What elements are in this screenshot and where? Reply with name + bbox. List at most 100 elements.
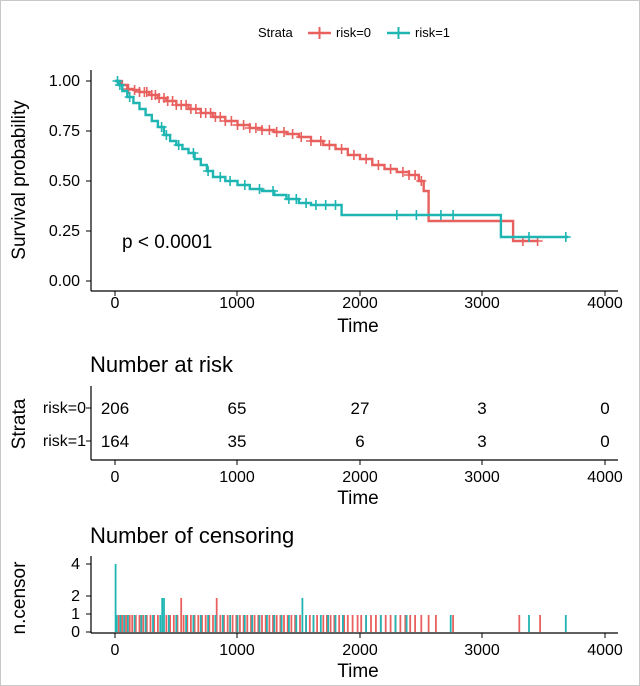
- censor-mark: [448, 210, 459, 220]
- censor-mark: [397, 167, 408, 177]
- y-tick-label: 0.75: [49, 123, 80, 140]
- censor-mark: [239, 180, 250, 190]
- x-tick-label: 0: [111, 469, 120, 486]
- risk-table-xlabel: Time: [337, 488, 379, 509]
- censor-bars: [114, 564, 567, 632]
- survival-x-ticks: 0 1000 2000 3000 4000: [111, 295, 623, 312]
- censor-mark: [524, 232, 534, 242]
- legend-label-risk0: risk=0: [336, 25, 371, 40]
- y-tick-label: 0.25: [49, 223, 80, 240]
- censor-y-ticks: 0 1 2 4: [71, 556, 80, 641]
- censor-mark: [215, 172, 226, 182]
- risk-count: 65: [228, 399, 247, 418]
- risk-row-label-risk0: risk=0: [43, 400, 86, 417]
- censor-mark: [156, 122, 167, 132]
- censor-mark: [410, 170, 421, 180]
- risk-count: 3: [477, 399, 486, 418]
- risk-table-axes: [86, 386, 618, 465]
- risk-row-risk0: 206 65 27 3 0: [101, 399, 610, 418]
- censor-mark: [226, 116, 237, 126]
- y-tick-label: 4: [71, 556, 80, 573]
- censor-mark: [161, 130, 172, 140]
- censor-mark: [320, 200, 331, 210]
- censor-mark: [254, 184, 265, 194]
- censor-mark: [435, 210, 446, 220]
- risk-count: 35: [228, 432, 247, 451]
- survival-y-ticks: 0.00 0.25 0.50 0.75 1.00: [49, 73, 80, 290]
- risk-row-label-risk1: risk=1: [43, 433, 86, 450]
- x-tick-label: 2000: [342, 642, 378, 659]
- risk-count: 3: [477, 432, 486, 451]
- legend-title: Strata: [258, 25, 293, 40]
- x-tick-label: 2000: [342, 295, 378, 312]
- y-tick-label: 1: [71, 606, 80, 623]
- x-tick-label: 4000: [587, 642, 623, 659]
- censor-x-ticks: 0 1000 2000 3000 4000: [111, 642, 623, 659]
- risk-count: 27: [351, 399, 370, 418]
- risk-count: 164: [101, 432, 129, 451]
- censor-mark: [416, 176, 427, 186]
- y-tick-label: 0: [71, 624, 80, 641]
- x-tick-label: 4000: [587, 469, 623, 486]
- censor-mark: [373, 160, 384, 170]
- censor-xlabel: Time: [337, 661, 379, 682]
- survival-axes: [86, 70, 618, 296]
- risk-table-panel: Number at risk Strata risk=0 risk=1 206 …: [9, 352, 623, 509]
- risk-table-title: Number at risk: [90, 352, 234, 377]
- censor-mark: [238, 120, 249, 130]
- censor-mark: [264, 125, 275, 135]
- x-tick-label: 4000: [587, 295, 623, 312]
- y-tick-label: 0.50: [49, 173, 80, 190]
- risk-count: 6: [355, 432, 364, 451]
- risk-count: 206: [101, 399, 129, 418]
- censor-mark: [315, 136, 326, 146]
- x-tick-label: 0: [111, 642, 120, 659]
- censor-mark: [348, 150, 359, 160]
- x-tick-label: 3000: [464, 295, 500, 312]
- censor-mark: [250, 123, 261, 133]
- risk-count: 0: [600, 432, 609, 451]
- y-tick-label: 0.00: [49, 273, 80, 290]
- risk-row-risk1: 164 35 6 3 0: [101, 432, 610, 451]
- x-tick-label: 1000: [219, 642, 255, 659]
- censor-mark: [560, 232, 571, 242]
- x-tick-label: 2000: [342, 469, 378, 486]
- survival-xlabel: Time: [337, 316, 379, 337]
- censor-mark: [310, 200, 321, 210]
- censor-mark: [203, 166, 214, 176]
- censor-mark: [279, 127, 289, 137]
- censor-mark: [124, 92, 135, 102]
- risk-table-x-ticks: 0 1000 2000 3000 4000: [111, 469, 623, 486]
- risk-count: 0: [600, 399, 609, 418]
- y-tick-label: 2: [71, 588, 80, 605]
- censor-mark: [114, 80, 125, 90]
- censor-mark: [173, 140, 184, 150]
- censor-mark: [129, 85, 140, 95]
- censor-panel: Number of censoring n.censor 0 1 2 4 0 1…: [9, 523, 623, 682]
- censor-mark: [287, 129, 298, 139]
- x-tick-label: 1000: [219, 295, 255, 312]
- censor-mark: [411, 210, 422, 220]
- censor-mark: [301, 198, 312, 208]
- censor-mark: [296, 132, 307, 142]
- censor-axes: [86, 556, 618, 638]
- legend-label-risk1: risk=1: [415, 25, 450, 40]
- risk-table-ylabel: Strata: [9, 398, 30, 449]
- survival-curves: [112, 76, 571, 246]
- censor-ylabel: n.censor: [9, 561, 30, 635]
- censor-mark: [385, 164, 396, 174]
- x-tick-label: 3000: [464, 469, 500, 486]
- censor-mark: [330, 200, 341, 210]
- censor-mark: [268, 186, 278, 196]
- censor-mark: [361, 154, 372, 164]
- p-value-annotation: p < 0.0001: [122, 232, 212, 253]
- censor-mark: [225, 176, 236, 186]
- survival-panel: Survival probability Time p < 0.0001 0.0…: [9, 70, 623, 337]
- x-tick-label: 1000: [219, 469, 255, 486]
- censor-mark: [291, 194, 302, 204]
- legend: Strata risk=0 risk=1: [258, 25, 450, 40]
- censor-title: Number of censoring: [90, 523, 294, 548]
- y-tick-label: 1.00: [49, 73, 80, 90]
